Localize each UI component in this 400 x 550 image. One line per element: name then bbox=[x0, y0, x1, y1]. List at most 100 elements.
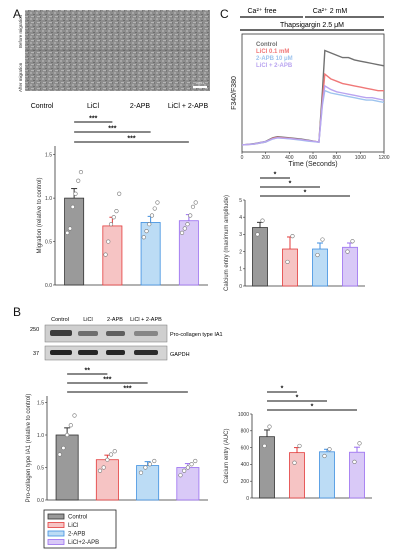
bar-b-data-point bbox=[143, 465, 148, 470]
bar-b-data-point bbox=[72, 413, 77, 418]
treatment-label: Thapsigargin 2.5 μM bbox=[280, 22, 344, 29]
migration-bar-chart: 0.0 0.5 1.0 1.5 Migration (relative to contr… bbox=[37, 116, 208, 289]
bar-a-data-point bbox=[149, 213, 155, 218]
bar-a-data-point bbox=[103, 252, 108, 257]
trace-x-tick-label: 1200 bbox=[378, 155, 389, 161]
trace-x-tick-label: 200 bbox=[261, 155, 270, 161]
bar-a-data-point bbox=[117, 191, 122, 196]
bar-a-data-point bbox=[141, 235, 146, 240]
bar-c2-y-tick-label: 600 bbox=[241, 445, 250, 451]
bar-c2-significance-label: * bbox=[311, 404, 314, 411]
bar-c2-data-point bbox=[352, 459, 357, 464]
bar-c1-data-point bbox=[255, 232, 260, 237]
bar-b-y-tick-label: 0.5 bbox=[37, 465, 44, 471]
bar-c2-data-point bbox=[327, 447, 332, 452]
bar-b-data-point bbox=[193, 458, 198, 464]
bar-c2-bar-control bbox=[259, 436, 275, 499]
trace-x-tick-label: 400 bbox=[285, 155, 294, 161]
bar-a-y-tick-label: 0.0 bbox=[45, 283, 52, 289]
bar-c1-bar-2-apb bbox=[312, 248, 328, 287]
panel-label-b: B bbox=[13, 305, 21, 319]
lane-label-combo: LiCl + 2-APB bbox=[130, 317, 162, 323]
scale-bar-label: 100 μm bbox=[196, 82, 204, 85]
bar-c1-bar-licl bbox=[282, 248, 298, 287]
bar-a-data-point bbox=[188, 213, 193, 218]
row-label-before: Before migration bbox=[18, 14, 23, 48]
bar-c2-data-point bbox=[292, 460, 297, 465]
trace-legend-licl-0-1-mm: LiCl 0.1 mM bbox=[256, 49, 289, 55]
bar-b-y-tick-label: 1.5 bbox=[37, 400, 44, 406]
bar-c2-data-point bbox=[267, 424, 272, 429]
bar-b-data-point bbox=[152, 458, 157, 464]
bar-c2-significance-label: * bbox=[296, 395, 299, 402]
bar-c2-data-point bbox=[262, 443, 267, 449]
bar-b-significance-label: ** bbox=[85, 368, 91, 375]
bar-c1-y-axis-label: Calcium entry (maximum amplitude) bbox=[224, 195, 230, 291]
micrograph-label-combo: LiCl + 2-APB bbox=[168, 103, 209, 110]
bar-c1-data-point bbox=[290, 234, 295, 239]
bar-a-data-point bbox=[111, 215, 116, 220]
bar-c1-data-point bbox=[350, 239, 355, 244]
bar-b-data-point bbox=[61, 445, 66, 451]
bar-a-y-tick-label: 1.0 bbox=[45, 196, 52, 202]
row-label-after: After migration bbox=[18, 62, 23, 92]
bar-a-data-point bbox=[106, 239, 111, 244]
bar-b-data-point bbox=[57, 452, 62, 457]
panel-label-c: C bbox=[220, 7, 229, 21]
bar-b-data-point bbox=[178, 473, 183, 478]
trace-legend-2-apb-10-m: 2-APB 10 μM bbox=[256, 56, 293, 62]
bar-a-data-point bbox=[70, 204, 75, 209]
bar-b-data-point bbox=[138, 470, 144, 475]
micrograph-label-licl: LiCl bbox=[87, 103, 100, 110]
trace-x-tick-label: 0 bbox=[241, 155, 244, 161]
bar-b-y-axis-label: Pro-collagen type IA1 (relative to contr… bbox=[26, 394, 32, 503]
trace-line-2-apb-10-m bbox=[241, 89, 385, 146]
collagen-bar-chart: 0.0 0.5 1.0 1.5 Pro-collagen type IA1 (relat… bbox=[26, 368, 208, 504]
bar-c2-y-tick-label: 1000 bbox=[238, 412, 249, 418]
bar-a-significance-label: *** bbox=[127, 136, 135, 143]
migration-micrograph: 100 μm Before migration After migration … bbox=[18, 10, 210, 110]
calcium-amplitude-bar-chart: 0 1 2 3 4 5 Calcium entry (maximum amplitude) *… bbox=[224, 172, 365, 291]
bar-a-y-tick-label: 1.5 bbox=[45, 152, 52, 158]
bar-a-data-point bbox=[155, 200, 160, 205]
bar-a-bar-control bbox=[64, 197, 85, 286]
bar-c1-y-tick-label: 5 bbox=[239, 198, 242, 204]
bar-a-data-point bbox=[114, 209, 119, 214]
calcium-trace-panel: Ca²⁺ free Ca²⁺ 2 mM Thapsigargin 2.5 μM … bbox=[231, 8, 390, 168]
bar-a-data-point bbox=[147, 222, 152, 227]
bar-c1-significance-label: * bbox=[274, 172, 277, 179]
bar-b-bar-control bbox=[55, 434, 79, 501]
marker-37: 37 bbox=[33, 351, 39, 357]
bar-b-significance-label: *** bbox=[123, 386, 131, 393]
trace-line-licl-0-1-mm bbox=[241, 72, 384, 146]
bar-c2-y-tick-label: 0 bbox=[246, 496, 249, 502]
bar-a-bar-2-apb bbox=[140, 222, 161, 286]
bar-a-data-point bbox=[108, 222, 114, 227]
bar-b-data-point bbox=[108, 452, 114, 457]
legend-label-2-apb: 2-APB bbox=[68, 532, 85, 538]
trace-x-axis-label: Time (Seconds) bbox=[288, 161, 337, 168]
bar-a-data-point bbox=[182, 226, 187, 231]
trace-x-tick-label: 1000 bbox=[355, 155, 366, 161]
gapdh-band-licl bbox=[78, 350, 98, 355]
bar-a-data-point bbox=[78, 169, 84, 175]
bar-a-data-point bbox=[65, 230, 70, 235]
bar-a-data-point bbox=[190, 204, 196, 209]
legend-label-licl: LiCl bbox=[68, 523, 78, 529]
bar-c1-y-tick-label: 4 bbox=[239, 215, 242, 221]
bar-c2-y-tick-label: 400 bbox=[241, 462, 250, 468]
bar-b-data-point bbox=[112, 449, 117, 454]
bar-c1-y-tick-label: 3 bbox=[239, 232, 242, 238]
western-blot: Control LiCl 2-APB LiCl + 2-APB 250 37 P… bbox=[30, 317, 223, 361]
bar-c1-data-point bbox=[345, 249, 350, 254]
collagen-band-licl bbox=[78, 331, 98, 336]
bar-b-data-point bbox=[68, 423, 73, 428]
bar-b-data-point bbox=[182, 468, 187, 473]
bar-c1-y-tick-label: 1 bbox=[239, 267, 242, 273]
bar-c2-data-point bbox=[357, 441, 362, 446]
gapdh-band-2apb bbox=[106, 350, 125, 355]
bar-a-data-point bbox=[144, 229, 149, 234]
bar-b-y-tick-label: 0.0 bbox=[37, 498, 44, 504]
bar-b-data-point bbox=[65, 432, 70, 438]
